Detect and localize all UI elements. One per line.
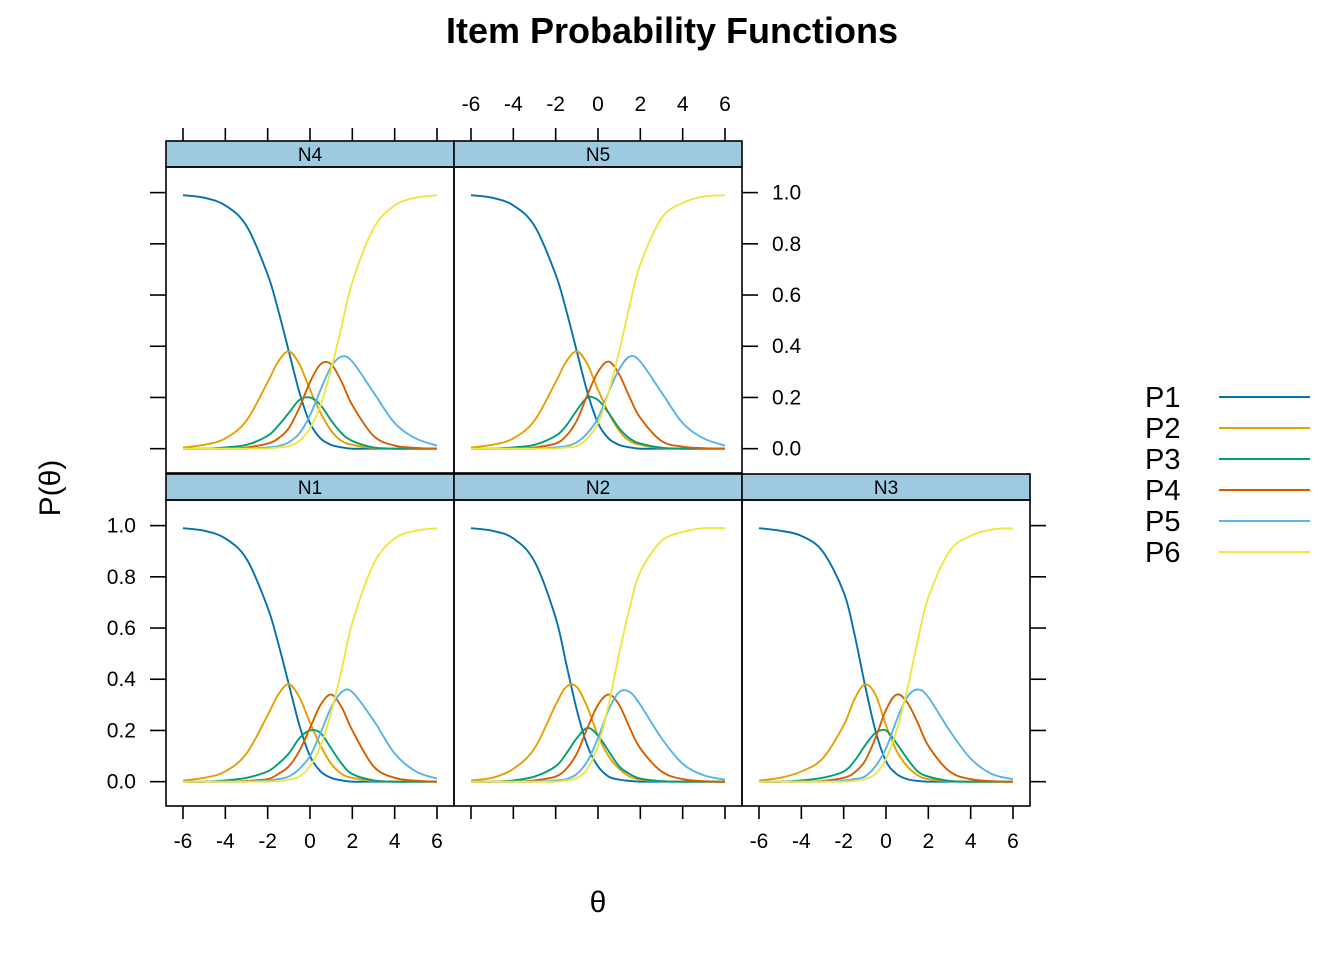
legend-label: P1 [1145, 382, 1180, 414]
x-tick-label: -2 [834, 830, 853, 853]
panel-n2: N2 [453, 473, 743, 807]
series-line-p5 [470, 354, 726, 450]
x-axis-bottom-n2 [470, 806, 726, 819]
strip-label: N1 [298, 478, 322, 499]
legend-item-p2: P2 [1145, 413, 1310, 445]
y-axis-right-n3 [1030, 524, 1046, 783]
x-tick-label: 2 [922, 830, 934, 853]
panel-frame [453, 166, 743, 474]
legend-label: P2 [1145, 413, 1180, 445]
series-line-p1 [182, 194, 437, 450]
x-tick-label: 4 [389, 830, 401, 853]
y-tick-label: 0.4 [107, 668, 137, 691]
legend-label: P6 [1145, 537, 1180, 569]
series-line-p6 [470, 194, 726, 450]
series-line-p4 [759, 693, 1014, 783]
x-tick-label: 6 [1007, 830, 1019, 853]
y-tick-label: 0.6 [107, 617, 136, 640]
y-tick-label: 1.0 [107, 515, 136, 538]
y-axis-left-n4 [150, 191, 166, 450]
x-tick-label: 4 [677, 93, 689, 116]
series-line-p3 [182, 396, 437, 450]
legend-label: P5 [1145, 506, 1180, 538]
x-tick-label: -6 [462, 93, 481, 116]
y-tick-label: 0.0 [772, 438, 801, 461]
strip-label: N4 [298, 145, 323, 166]
series-line-p3 [182, 729, 437, 783]
x-axis-top-n4 [182, 128, 438, 141]
x-axis-top-n5: -6 -4 -2 0 2 4 6 [462, 93, 731, 141]
x-tick-label: 0 [592, 93, 604, 116]
x-axis-bottom-n3: -6 -4 -2 0 2 4 6 [750, 806, 1019, 853]
series-line-p6 [183, 527, 438, 783]
y-axis-right-n5: 0.0 0.2 0.4 0.6 0.8 1.0 [742, 182, 802, 461]
panel-n4: N4 [165, 140, 455, 474]
y-tick-label: 0.8 [107, 566, 136, 589]
series-line-p5 [759, 688, 1014, 783]
strip-n4 [165, 140, 455, 168]
series-line-p6 [759, 527, 1014, 783]
x-tick-label: -2 [258, 830, 277, 853]
series-line-p4 [183, 693, 438, 783]
legend-item-p4: P4 [1145, 475, 1310, 507]
x-tick-label: -6 [750, 830, 769, 853]
x-tick-label: 2 [634, 93, 646, 116]
legend-item-p5: P5 [1145, 506, 1310, 538]
y-tick-label: 0.2 [772, 386, 801, 409]
x-tick-label: -4 [504, 93, 523, 116]
chart-title: Item Probability Functions [446, 10, 898, 51]
legend-item-p6: P6 [1145, 537, 1310, 569]
x-tick-label: -4 [216, 830, 235, 853]
y-tick-label: 0.6 [772, 284, 801, 307]
series-line-p4 [182, 360, 438, 450]
series-line-p5 [182, 355, 438, 450]
x-tick-label: 2 [346, 830, 358, 853]
strip-n5 [453, 140, 743, 168]
legend-item-p1: P1 [1145, 382, 1310, 414]
x-tick-label: 6 [431, 830, 443, 853]
x-tick-label: 0 [880, 830, 892, 853]
x-tick-label: -6 [174, 830, 193, 853]
series-line-p2 [182, 350, 437, 450]
strip-n3 [741, 473, 1031, 501]
y-tick-label: 0.8 [772, 233, 801, 256]
panel-n5: N5 [453, 140, 743, 474]
y-tick-label: 0.2 [107, 719, 136, 742]
panel-n3: N3 [741, 473, 1031, 807]
series-line-p3 [470, 395, 725, 450]
strip-label: N3 [874, 478, 898, 499]
y-axis-label: P(θ) [34, 460, 67, 517]
strip-label: N2 [586, 478, 610, 499]
y-tick-label: 1.0 [772, 182, 801, 205]
series-line-p6 [182, 194, 438, 450]
panel-frame [453, 499, 743, 807]
series-line-p6 [471, 526, 726, 783]
legend-label: P4 [1145, 475, 1180, 507]
panel-n1: N1 [165, 473, 455, 807]
x-tick-label: -2 [546, 93, 565, 116]
x-axis-label: θ [590, 886, 607, 919]
panels-layer: N4 N5 N1 N2 N3 -6 -4 -2 0 2 4 6 -6 -4 -2 0 2 4 6 -6 -4 -2 0 2 4 6… [107, 93, 1046, 853]
x-tick-label: 4 [965, 830, 977, 853]
x-axis-bottom-n1: -6 -4 -2 0 2 4 6 [174, 806, 443, 853]
x-tick-label: 6 [719, 93, 731, 116]
panel-frame [165, 499, 455, 807]
series-line-p2 [758, 683, 1013, 783]
series-line-p1 [758, 527, 1013, 783]
series-line-p3 [758, 728, 1013, 783]
legend-label: P3 [1145, 444, 1180, 476]
series-line-p1 [470, 194, 725, 450]
strip-label: N5 [586, 145, 610, 166]
y-axis-left-n1: 0.0 0.2 0.4 0.6 0.8 1.0 [107, 515, 166, 794]
y-tick-label: 0.4 [772, 335, 802, 358]
series-line-p4 [470, 360, 726, 450]
x-tick-label: -4 [792, 830, 811, 853]
y-tick-label: 0.0 [107, 771, 136, 794]
series-line-p1 [182, 527, 437, 783]
legend-item-p3: P3 [1145, 444, 1310, 476]
x-tick-label: 0 [304, 830, 316, 853]
